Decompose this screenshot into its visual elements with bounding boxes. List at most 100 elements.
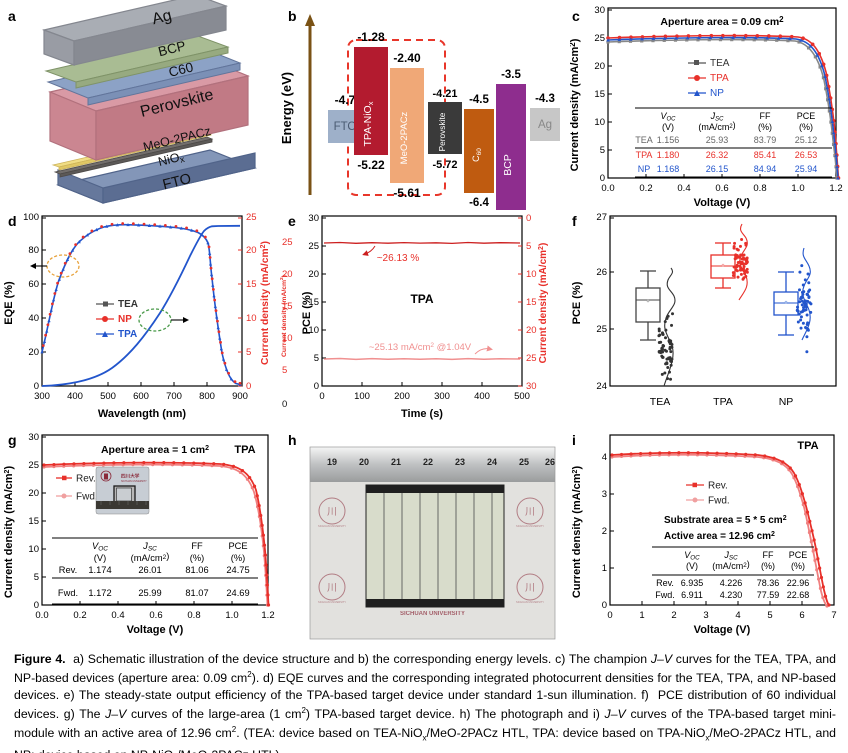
svg-text:Aperture area = 1 cm2: Aperture area = 1 cm2 [101, 444, 209, 456]
svg-text:-4.3: -4.3 [535, 93, 555, 105]
svg-text:2: 2 [671, 610, 676, 621]
svg-text:100: 100 [354, 391, 370, 402]
svg-text:Perovskite: Perovskite [437, 112, 447, 151]
svg-text:60: 60 [28, 279, 39, 290]
svg-text:0: 0 [314, 381, 319, 392]
svg-text:川: 川 [327, 507, 337, 518]
svg-text:0: 0 [526, 213, 531, 224]
svg-text:25.99: 25.99 [138, 588, 161, 598]
svg-text:3: 3 [602, 489, 607, 500]
svg-text:0.2: 0.2 [73, 610, 86, 621]
svg-text:4: 4 [602, 452, 607, 463]
svg-text:26: 26 [545, 457, 555, 467]
svg-text:26.32: 26.32 [706, 150, 729, 160]
svg-text:-1.28: -1.28 [357, 30, 385, 44]
svg-text:6: 6 [799, 610, 804, 621]
svg-text:25: 25 [28, 460, 39, 471]
svg-text:26.53: 26.53 [795, 150, 818, 160]
svg-text:20: 20 [594, 61, 605, 72]
svg-text:0.4: 0.4 [111, 610, 124, 621]
svg-text:26.01: 26.01 [138, 565, 161, 575]
svg-text:0.6: 0.6 [149, 610, 162, 621]
svg-text:20: 20 [359, 457, 369, 467]
svg-text:SICHUAN UNIVERSITY: SICHUAN UNIVERSITY [400, 611, 465, 617]
svg-text:(%): (%) [231, 553, 245, 563]
svg-text:4.230: 4.230 [720, 590, 743, 600]
svg-text:25: 25 [246, 212, 257, 223]
svg-text:5: 5 [600, 145, 605, 156]
svg-text:5: 5 [246, 347, 251, 358]
svg-text:TPA: TPA [797, 440, 818, 452]
svg-text:~25.13 mA/cm2 @1.04V: ~25.13 mA/cm2 @1.04V [369, 342, 472, 353]
svg-text:-5.61: -5.61 [393, 186, 421, 200]
svg-text:FF: FF [760, 111, 771, 121]
svg-text:川: 川 [525, 507, 535, 518]
svg-text:PCE (%): PCE (%) [571, 281, 583, 324]
svg-text:20: 20 [308, 269, 319, 280]
svg-text:24.69: 24.69 [226, 588, 249, 598]
svg-text:1.0: 1.0 [225, 610, 238, 621]
svg-text:5: 5 [34, 572, 39, 583]
svg-text:27: 27 [596, 212, 607, 223]
svg-text:2: 2 [602, 526, 607, 537]
svg-text:20: 20 [246, 245, 257, 256]
svg-text:Rev.: Rev. [76, 474, 96, 485]
svg-text:-4.5: -4.5 [469, 94, 489, 106]
svg-text:PCE: PCE [797, 111, 816, 121]
svg-text:85.41: 85.41 [754, 150, 777, 160]
svg-text:5: 5 [767, 610, 772, 621]
svg-text:FTO: FTO [334, 121, 357, 133]
svg-text:1: 1 [639, 610, 644, 621]
svg-text:81.07: 81.07 [185, 588, 208, 598]
svg-text:80: 80 [28, 245, 39, 256]
svg-text:81.06: 81.06 [185, 565, 208, 575]
svg-text:25: 25 [526, 353, 537, 364]
svg-text:5: 5 [314, 353, 319, 364]
svg-text:1.2: 1.2 [261, 610, 274, 621]
svg-text:TPA: TPA [710, 73, 729, 84]
svg-text:1.2: 1.2 [829, 183, 842, 194]
svg-text:TPA: TPA [118, 329, 137, 340]
svg-text:Fwd.: Fwd. [58, 588, 78, 598]
svg-text:Ag: Ag [538, 119, 552, 131]
svg-text:TPA: TPA [636, 150, 653, 160]
svg-text:TEA: TEA [635, 135, 653, 145]
svg-text:SICHUAN UNIVERSITY: SICHUAN UNIVERSITY [516, 524, 544, 528]
svg-text:24: 24 [596, 381, 607, 392]
svg-text:24: 24 [487, 457, 497, 467]
svg-text:800: 800 [199, 391, 215, 402]
svg-text:MeO-2PACz: MeO-2PACz [399, 111, 410, 164]
svg-text:400: 400 [67, 391, 83, 402]
svg-text:25: 25 [308, 241, 319, 252]
svg-text:FF: FF [191, 541, 203, 551]
svg-text:25.94: 25.94 [795, 164, 818, 174]
svg-text:30: 30 [308, 213, 319, 224]
svg-text:77.59: 77.59 [757, 590, 780, 600]
svg-text:1.180: 1.180 [657, 150, 680, 160]
svg-text:NP: NP [779, 396, 794, 408]
svg-text:Substrate area = 5 * 5 cm2: Substrate area = 5 * 5 cm2 [664, 515, 787, 526]
svg-text:TEA: TEA [710, 58, 730, 69]
svg-text:400: 400 [474, 391, 490, 402]
svg-text:0.8: 0.8 [753, 183, 766, 194]
svg-text:700: 700 [166, 391, 182, 402]
svg-text:Current density (mA/cm2): Current density (mA/cm2) [538, 243, 549, 364]
svg-text:15: 15 [526, 297, 537, 308]
svg-text:19: 19 [327, 457, 337, 467]
svg-text:-5.22: -5.22 [357, 158, 385, 172]
svg-text:10: 10 [246, 313, 257, 324]
svg-text:(V): (V) [662, 122, 674, 132]
svg-text:25.93: 25.93 [706, 135, 729, 145]
svg-text:Active area = 12.96 cm2: Active area = 12.96 cm2 [664, 531, 775, 542]
svg-text:3: 3 [703, 610, 708, 621]
svg-text:Current density (mA/cm2): Current density (mA/cm2) [3, 466, 15, 599]
svg-text:Current density (mA/cm2): Current density (mA/cm2) [260, 241, 271, 365]
svg-text:22.96: 22.96 [787, 578, 810, 588]
svg-text:1.174: 1.174 [88, 565, 111, 575]
svg-text:15: 15 [594, 89, 605, 100]
svg-text:20: 20 [526, 325, 537, 336]
svg-text:Rev.: Rev. [59, 565, 77, 575]
svg-text:TEA: TEA [118, 299, 138, 310]
svg-text:TEA: TEA [650, 396, 670, 408]
svg-text:23: 23 [455, 457, 465, 467]
